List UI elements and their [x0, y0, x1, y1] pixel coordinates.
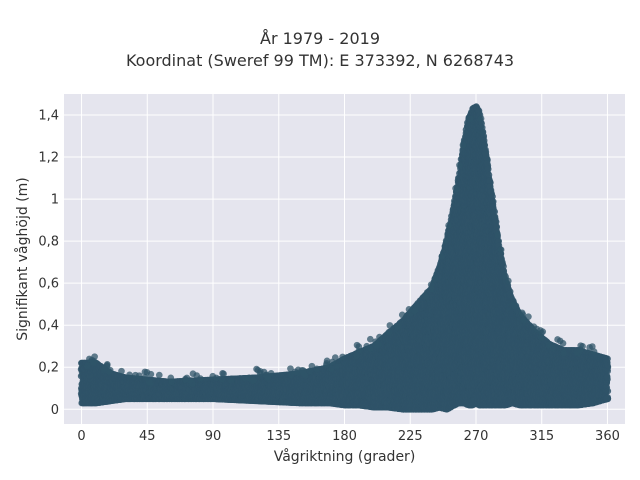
data-points [77, 103, 612, 413]
chart-subtitle: Koordinat (Sweref 99 TM): E 373392, N 62… [125, 51, 515, 70]
chart-title: År 1979 - 2019 [260, 29, 380, 48]
